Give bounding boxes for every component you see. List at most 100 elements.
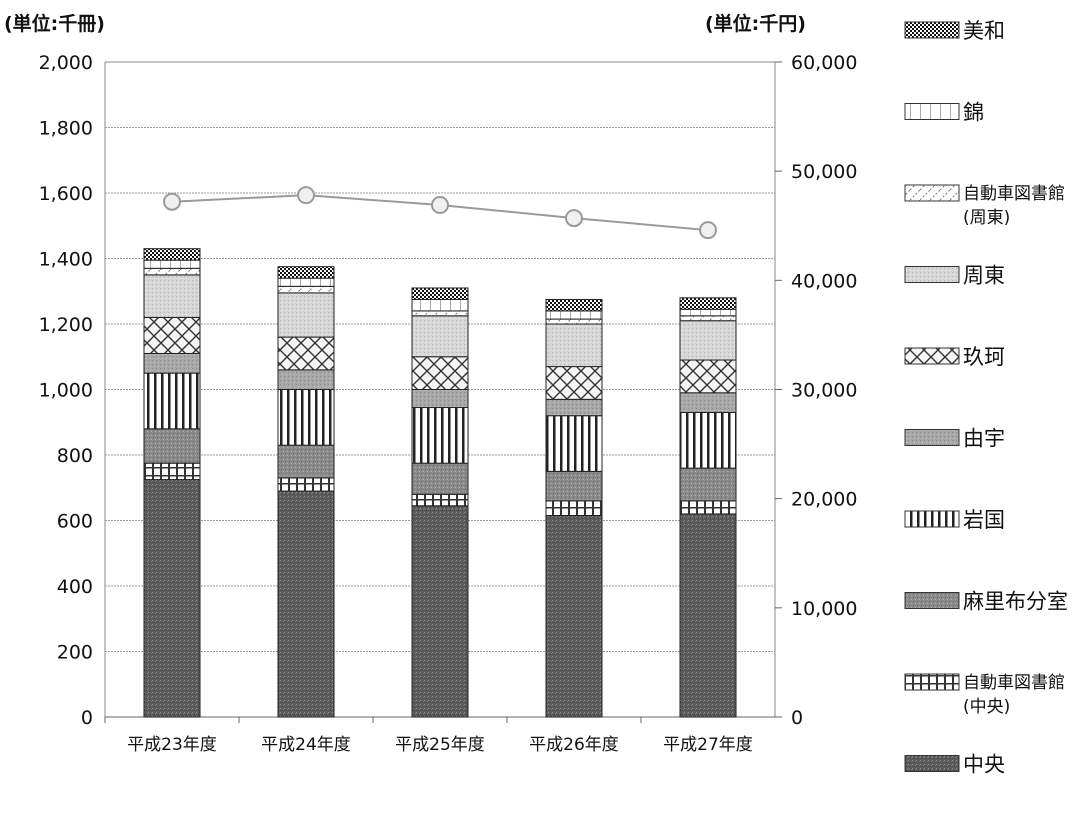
bar-segment-center — [679, 513, 737, 718]
right-axis-tick-label: 40,000 — [791, 270, 857, 292]
bar-segment-mari — [545, 470, 603, 502]
bar-segment-center — [277, 490, 335, 718]
legend: 美和錦自動車図書館(周東)周東玖珂由宇岩国麻里布分室自動車図書館(中央)中央資料… — [904, 19, 1068, 777]
bar-segment-mobile_shuto — [143, 267, 201, 276]
right-axis-tick-label: 50,000 — [791, 161, 857, 183]
bars — [143, 248, 737, 718]
bar-segment-yuu — [679, 392, 737, 413]
legend-label: 錦 — [963, 101, 984, 125]
bar-segment-shuto — [679, 320, 737, 361]
legend-swatch-center — [904, 755, 960, 772]
legend-swatch-shuto — [904, 266, 960, 283]
bar-segment-yuu — [545, 398, 603, 417]
line-series — [163, 186, 717, 240]
legend-label: 自動車図書館 — [963, 673, 1065, 693]
bar-segment-iwakuni — [277, 389, 335, 446]
legend-swatch-mari — [904, 592, 960, 609]
bar-segment-miwa — [277, 266, 335, 279]
legend-label: 周東 — [963, 264, 1005, 288]
right-axis-tick-label: 60,000 — [791, 52, 857, 74]
line-point-marker — [431, 196, 449, 215]
bar-segment-mobile_center — [545, 500, 603, 517]
legend-label: 中央 — [963, 753, 1005, 777]
left-axis-unit-label: (単位:千冊) — [4, 12, 105, 35]
bar-segment-shuto — [545, 323, 603, 368]
left-axis-tick-label: 1,600 — [39, 183, 93, 205]
x-axis-category-label: 平成26年度 — [529, 735, 619, 755]
bar-segment-nishiki — [411, 298, 469, 312]
bar-segment-mari — [143, 428, 201, 464]
axes: 0 200 400 600 800 1,000 1,200 1,400 1,600 1,800 2,… — [39, 52, 858, 755]
bar-segment-nishiki — [545, 310, 603, 320]
left-axis-tick-label: 0 — [81, 707, 93, 729]
right-axis-tick-label: 10,000 — [791, 598, 857, 620]
bar-segment-mari — [277, 444, 335, 479]
left-axis-tick-label: 1,400 — [39, 249, 93, 271]
x-axis-category-label: 平成23年度 — [127, 735, 217, 755]
left-axis-tick-label: 1,200 — [39, 314, 93, 336]
bar-segment-mobile_shuto — [277, 285, 335, 294]
bar-segment-mobile_center — [277, 477, 335, 492]
line-point-marker — [699, 221, 717, 240]
legend-label: 自動車図書館 — [963, 184, 1065, 204]
bar-segment-center — [411, 505, 469, 718]
bar-segment-miwa — [545, 298, 603, 312]
bar-segment-mari — [679, 467, 737, 502]
bar-segment-mari — [411, 462, 469, 495]
bar-segment-shuto — [143, 274, 201, 318]
bar-segment-kuga — [545, 366, 603, 400]
left-axis-tick-label: 800 — [57, 445, 93, 467]
bar-segment-iwakuni — [545, 415, 603, 472]
bar-segment-nishiki — [679, 308, 737, 317]
legend-label: 玖珂 — [963, 345, 1005, 369]
legend-label: 由宇 — [963, 427, 1005, 451]
bar-segment-yuu — [143, 352, 201, 374]
line-point-marker — [163, 192, 181, 211]
bar-segment-mobile_shuto — [411, 310, 469, 317]
legend-swatch-iwakuni — [904, 510, 960, 528]
legend-label: (周東) — [963, 208, 1010, 228]
right-axis-tick-label: 30,000 — [791, 380, 857, 402]
bar-segment-shuto — [411, 315, 469, 358]
bar-segment-kuga — [411, 356, 469, 390]
bar-segment-miwa — [143, 248, 201, 261]
right-axis-tick-label: 0 — [791, 707, 803, 729]
bar-segment-miwa — [411, 287, 469, 300]
x-axis-category-label: 平成25年度 — [395, 735, 485, 755]
legend-swatch-miwa — [904, 21, 960, 39]
bar-segment-nishiki — [277, 277, 335, 287]
legend-swatch-kuga — [904, 347, 960, 365]
legend-swatch-mobile_center — [904, 673, 960, 691]
bar-segment-kuga — [277, 336, 335, 371]
bar-segment-yuu — [411, 389, 469, 409]
right-axis-tick-label: 20,000 — [791, 489, 857, 511]
left-axis-tick-label: 1,800 — [39, 118, 93, 140]
bar-segment-center — [143, 479, 201, 718]
legend-swatch-mobile_shuto — [904, 184, 960, 202]
bar-segment-kuga — [143, 316, 201, 354]
left-axis-tick-label: 600 — [57, 511, 93, 533]
legend-label: 岩国 — [963, 508, 1005, 532]
x-axis-category-label: 平成24年度 — [261, 735, 351, 755]
bar-segment-mobile_center — [143, 462, 201, 481]
left-axis-tick-label: 2,000 — [39, 52, 93, 74]
bar-segment-iwakuni — [679, 411, 737, 469]
bar-segment-iwakuni — [143, 372, 201, 430]
bar-segment-miwa — [679, 297, 737, 310]
bar-segment-kuga — [679, 359, 737, 394]
legend-label: (中央) — [963, 697, 1010, 717]
line-point-marker — [565, 209, 583, 228]
left-axis-tick-label: 1,000 — [39, 380, 93, 402]
bar-segment-mobile_center — [411, 493, 469, 507]
left-axis-tick-label: 400 — [57, 576, 93, 598]
legend-label: 美和 — [963, 19, 1005, 43]
bar-segment-shuto — [277, 292, 335, 338]
right-axis-unit-label: (単位:千円) — [705, 12, 806, 35]
legend-swatch-nishiki — [904, 103, 960, 120]
left-axis-tick-label: 200 — [57, 642, 93, 664]
legend-swatch-yuu — [904, 429, 960, 446]
bar-segment-iwakuni — [411, 407, 469, 464]
x-axis-category-label: 平成27年度 — [663, 735, 753, 755]
